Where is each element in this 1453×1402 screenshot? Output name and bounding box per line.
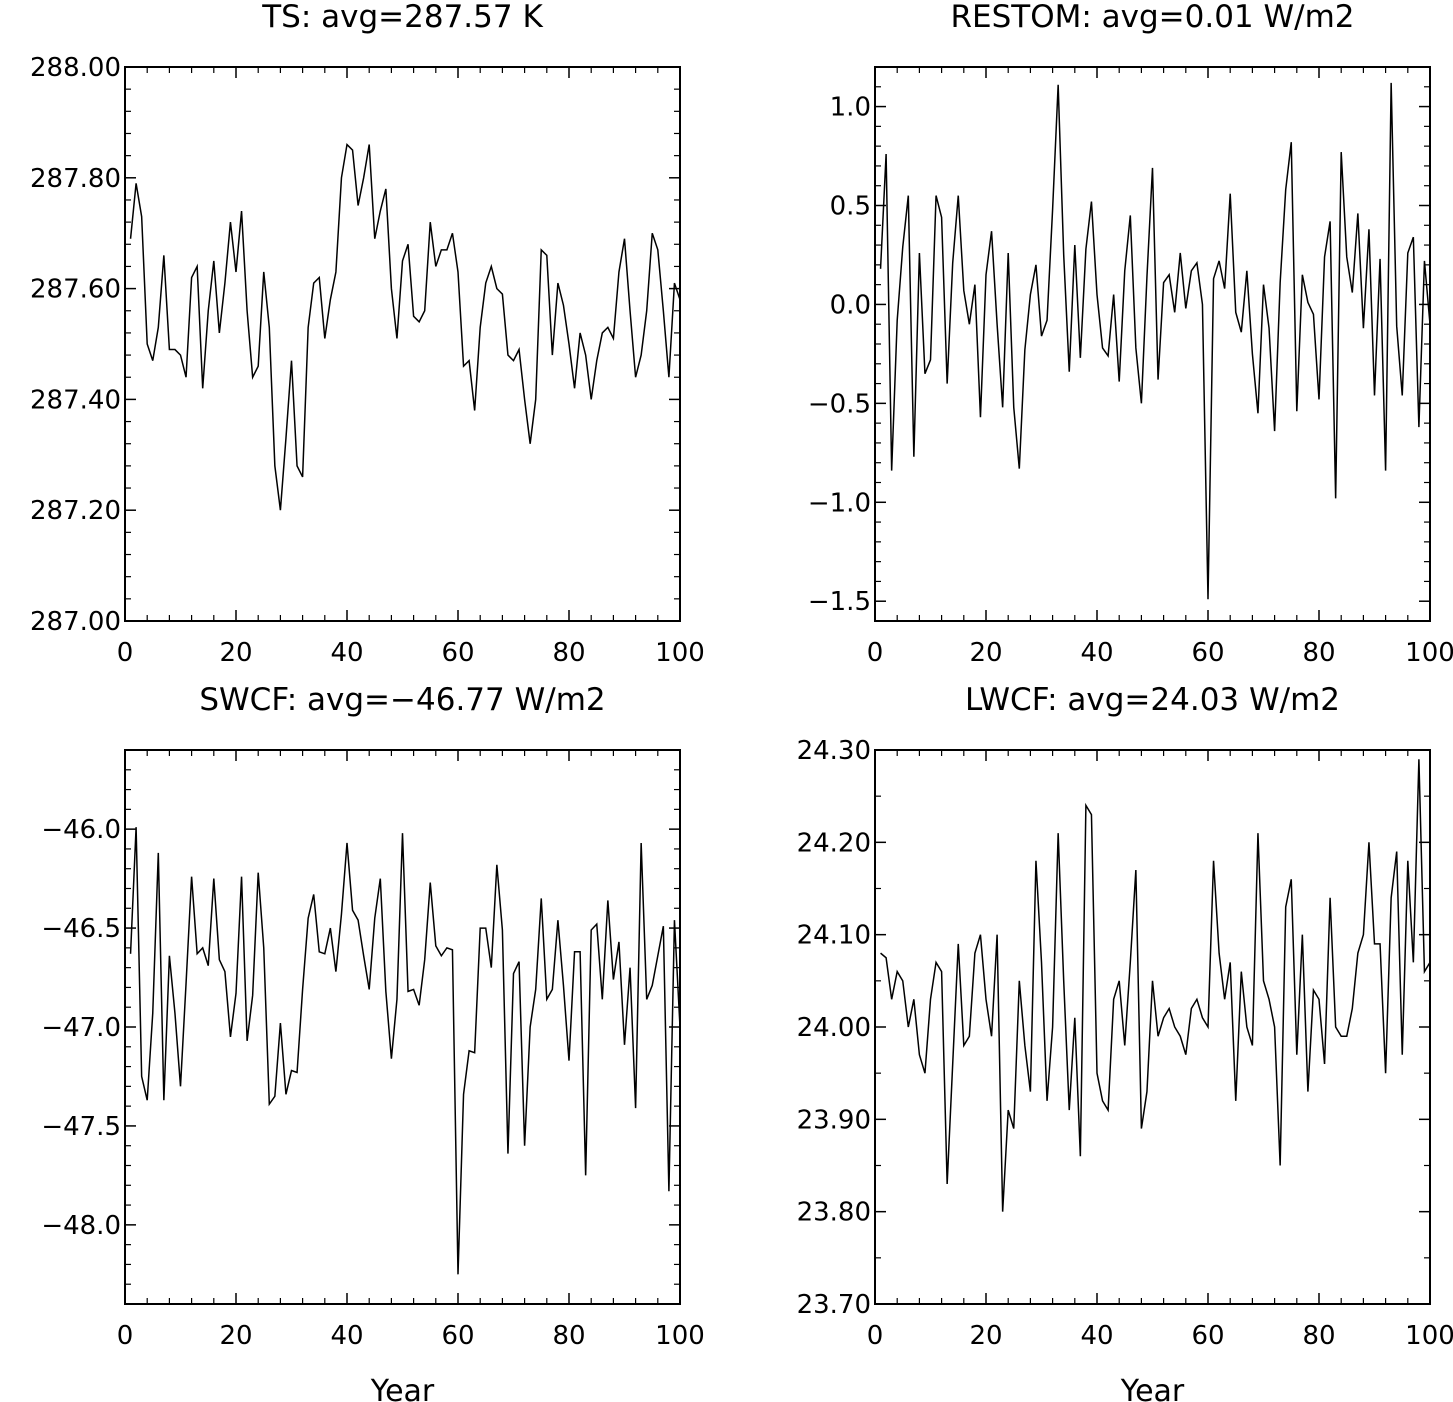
x-tick-label: 20 xyxy=(969,638,1002,668)
x-tick-label: 20 xyxy=(969,1321,1002,1351)
x-tick-label: 60 xyxy=(441,1321,474,1351)
y-tick-label: −0.5 xyxy=(808,389,871,419)
y-tick-label: −46.0 xyxy=(41,815,121,845)
x-axis-label: Year xyxy=(1120,1374,1185,1402)
y-tick-label: 287.80 xyxy=(30,164,121,194)
x-tick-label: 100 xyxy=(655,1321,705,1351)
x-tick-label: 80 xyxy=(1302,1321,1335,1351)
x-tick-label: 40 xyxy=(330,1321,363,1351)
series-line xyxy=(129,827,681,1275)
y-tick-label: 287.60 xyxy=(30,275,121,305)
chart-title: SWCF: avg=−46.77 W/m2 xyxy=(199,682,605,718)
x-tick-label: 40 xyxy=(1080,1321,1113,1351)
y-tick-label: 287.40 xyxy=(30,385,121,415)
y-tick-label: 24.20 xyxy=(797,828,871,858)
plot-frame xyxy=(874,66,1431,622)
y-tick-label: 287.20 xyxy=(30,496,121,526)
y-tick-label: −47.0 xyxy=(41,1013,121,1043)
x-tick-label: 20 xyxy=(219,638,252,668)
y-tick-label: −46.5 xyxy=(41,914,121,944)
series-line xyxy=(880,759,1431,1212)
plot-frame xyxy=(874,749,1431,1305)
x-tick-label: 100 xyxy=(1405,638,1453,668)
y-tick-label: −1.5 xyxy=(808,587,871,617)
x-tick-label: 40 xyxy=(1080,638,1113,668)
y-tick-label: −48.0 xyxy=(41,1211,121,1241)
x-tick-label: 60 xyxy=(441,638,474,668)
x-tick-label: 80 xyxy=(1302,638,1335,668)
y-tick-label: 288.00 xyxy=(30,53,121,83)
panel-3: LWCF: avg=24.03 W/m2 0 20 40 60 80 100 24.30 24.… xyxy=(797,682,1453,1402)
x-tick-label: 80 xyxy=(552,638,585,668)
y-tick-label: −1.0 xyxy=(808,488,871,518)
panel-1: RESTOM: avg=0.01 W/m2 0 20 40 60 80 100 1.0 0.5 0… xyxy=(808,0,1453,668)
x-tick-label: 60 xyxy=(1191,638,1224,668)
x-tick-label: 0 xyxy=(117,1321,134,1351)
x-tick-label: 40 xyxy=(330,638,363,668)
chart-title: LWCF: avg=24.03 W/m2 xyxy=(965,682,1340,718)
y-tick-label: −47.5 xyxy=(41,1112,121,1142)
y-tick-label: 0.0 xyxy=(830,290,871,320)
panel-0: TS: avg=287.57 K 0 20 40 60 80 100 287.00 287.20… xyxy=(30,0,705,668)
y-tick-label: 24.30 xyxy=(797,736,871,766)
y-tick-label: 0.5 xyxy=(830,192,871,222)
x-tick-label: 100 xyxy=(655,638,705,668)
chart-title: TS: avg=287.57 K xyxy=(261,0,543,35)
series-line xyxy=(879,82,1431,600)
x-tick-label: 100 xyxy=(1405,1321,1453,1351)
y-tick-label: 287.00 xyxy=(30,607,121,637)
y-tick-label: 1.0 xyxy=(830,93,871,123)
chart-title: RESTOM: avg=0.01 W/m2 xyxy=(950,0,1354,35)
y-tick-label: 23.70 xyxy=(797,1290,871,1320)
panel-2: SWCF: avg=−46.77 W/m2 0 20 40 60 80 100 −46.0 −4… xyxy=(41,682,705,1402)
plot-frame xyxy=(124,66,681,622)
x-tick-label: 20 xyxy=(219,1321,252,1351)
series-line xyxy=(129,143,681,511)
x-tick-label: 0 xyxy=(117,638,134,668)
x-axis-label: Year xyxy=(370,1374,435,1402)
y-tick-label: 24.10 xyxy=(797,921,871,951)
x-tick-label: 60 xyxy=(1191,1321,1224,1351)
y-tick-label: 23.90 xyxy=(797,1105,871,1135)
y-tick-label: 23.80 xyxy=(797,1198,871,1228)
x-tick-label: 0 xyxy=(867,1321,884,1351)
x-tick-label: 0 xyxy=(867,638,884,668)
y-tick-label: 24.00 xyxy=(797,1013,871,1043)
x-tick-label: 80 xyxy=(552,1321,585,1351)
